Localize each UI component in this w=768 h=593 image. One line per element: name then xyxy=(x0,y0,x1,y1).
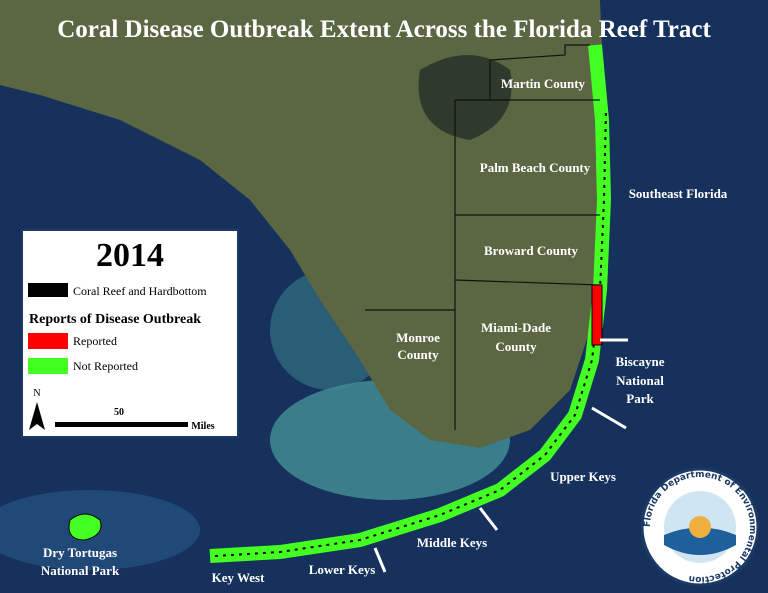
legend-swatch xyxy=(28,283,68,297)
county-label: Broward County xyxy=(484,243,579,258)
leader-lines xyxy=(373,338,628,573)
reef-not-reported xyxy=(68,513,102,541)
park-label: National Park xyxy=(41,563,120,578)
county-label: County xyxy=(397,347,439,362)
scale-bar xyxy=(55,422,188,427)
county-lines xyxy=(365,44,601,430)
logo: Florida Department of Environmental Prot… xyxy=(640,467,760,587)
region-label: Upper Keys xyxy=(550,469,616,484)
region-label: Southeast Florida xyxy=(629,186,728,201)
legend: 2014 Coral Reef and Hardbottom Reports o… xyxy=(21,229,239,438)
county-label: Miami-Dade xyxy=(481,320,551,335)
park-label: Dry Tortugas xyxy=(43,545,117,560)
region-label: Middle Keys xyxy=(417,535,487,550)
county-label: Monroe xyxy=(396,330,440,345)
park-label: Park xyxy=(626,391,654,406)
county-label: County xyxy=(495,339,537,354)
lake xyxy=(418,55,512,140)
title: Coral Disease Outbreak Extent Across the… xyxy=(57,16,711,43)
legend-label: Reported xyxy=(73,334,117,348)
legend-label: Coral Reef and Hardbottom xyxy=(73,284,207,298)
legend-heading: Reports of Disease Outbreak xyxy=(29,312,201,327)
legend-label: Not Reported xyxy=(73,359,138,373)
legend-year: 2014 xyxy=(96,237,164,274)
north-arrow xyxy=(29,402,45,430)
reef-reported xyxy=(591,284,603,346)
park-label: Biscayne xyxy=(615,354,664,369)
county-label: Martin County xyxy=(501,76,586,91)
north-label: N xyxy=(33,388,40,399)
county-label: Palm Beach County xyxy=(480,160,591,175)
legend-swatch xyxy=(28,358,68,374)
park-label: National xyxy=(616,373,664,388)
scale-unit: Miles xyxy=(191,421,214,432)
place-label: Key West xyxy=(212,570,266,585)
region-label: Lower Keys xyxy=(309,562,376,577)
scale-value: 50 xyxy=(114,407,124,418)
legend-swatch xyxy=(28,333,68,349)
